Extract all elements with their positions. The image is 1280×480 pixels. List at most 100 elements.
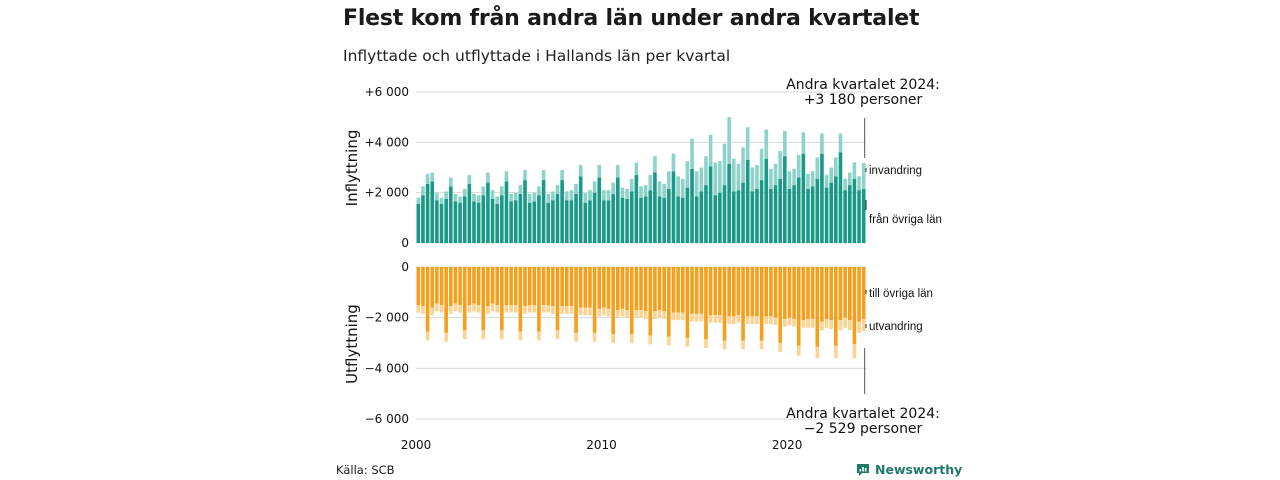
bar-outflow-domestic: [481, 267, 486, 331]
bar-outflow-domestic: [755, 267, 759, 317]
bar-inflow-immigration: [829, 167, 834, 183]
bar-inflow-immigration: [527, 193, 532, 203]
bar-outflow-domestic: [583, 267, 588, 308]
bar-inflow-domestic: [694, 196, 699, 243]
bar-outflow-domestic: [685, 267, 690, 338]
bar-inflow-immigration: [810, 171, 815, 187]
bar-outflow-domestic: [634, 267, 639, 311]
bar-inflow-domestic: [509, 201, 513, 243]
bar-outflow-domestic: [564, 267, 569, 307]
bar-inflow-immigration: [722, 143, 727, 186]
bar-outflow-emigration: [801, 320, 806, 328]
bar-outflow-domestic: [625, 267, 629, 311]
bar-inflow-immigration: [718, 161, 722, 193]
bar-outflow-domestic: [444, 267, 448, 333]
bar-inflow-immigration: [736, 163, 741, 191]
bar-outflow-domestic: [574, 267, 578, 333]
bar-inflow-immigration: [588, 190, 592, 201]
bar-outflow-emigration: [541, 305, 546, 313]
bar-outflow-domestic: [439, 267, 444, 305]
bar-inflow-immigration: [513, 192, 518, 201]
bar-outflow-emigration: [787, 317, 792, 326]
bar-outflow-domestic: [778, 267, 782, 343]
bar-inflow-domestic: [824, 187, 829, 243]
bar-outflow-emigration: [713, 315, 718, 323]
bar-inflow-domestic: [750, 191, 755, 243]
bar-outflow-emigration: [481, 330, 486, 340]
bar-inflow-immigration: [769, 168, 773, 189]
bar-inflow-domestic: [769, 188, 773, 243]
bar-outflow-domestic: [769, 267, 773, 317]
bar-inflow-immigration: [448, 177, 453, 187]
bar-inflow-domestic: [611, 193, 615, 243]
series-label-invandring: invandring: [869, 165, 922, 177]
bar-inflow-immigration: [834, 157, 838, 177]
bar-outflow-domestic: [796, 267, 801, 346]
bar-inflow-domestic: [639, 197, 643, 243]
bar-inflow-immigration: [430, 172, 435, 182]
bar-outflow-emigration: [699, 313, 704, 322]
y-tick-outflow: 0: [401, 260, 409, 274]
bar-outflow-emigration: [537, 331, 541, 341]
bar-inflow-domestic: [718, 192, 722, 243]
bar-inflow-domestic: [592, 192, 597, 243]
bar-outflow-domestic: [606, 267, 611, 309]
bar-inflow-domestic: [490, 198, 495, 243]
bar-outflow-emigration: [574, 332, 578, 342]
bar-outflow-emigration: [861, 318, 866, 332]
bar-inflow-domestic: [625, 198, 629, 243]
bar-inflow-immigration: [541, 170, 546, 181]
bar-inflow-immigration: [662, 183, 667, 198]
bar-outflow-emigration: [569, 306, 574, 314]
bar-outflow-emigration: [834, 345, 838, 359]
bar-inflow-domestic: [629, 191, 634, 243]
bar-outflow-domestic: [648, 267, 653, 336]
bar-outflow-domestic: [504, 267, 509, 305]
bar-inflow-domestic: [838, 152, 843, 243]
bar-inflow-immigration: [444, 191, 448, 199]
bar-inflow-immigration: [523, 170, 527, 181]
grid-layer: [416, 91, 866, 420]
y-axis-title-inflow: Inflyttning: [343, 130, 361, 207]
bar-outflow-domestic: [569, 267, 574, 307]
bar-outflow-emigration: [518, 331, 523, 341]
bar-outflow-emigration: [527, 305, 532, 313]
bar-outflow-domestic: [448, 267, 453, 307]
bar-outflow-emigration: [783, 318, 787, 327]
bar-outflow-domestic: [611, 267, 615, 335]
y-tick-inflow: +4 000: [365, 135, 409, 149]
bar-inflow-immigration: [592, 181, 597, 193]
bar-inflow-immigration: [643, 185, 648, 197]
bar-outflow-domestic: [694, 267, 699, 314]
bar-inflow-domestic: [843, 190, 847, 243]
bar-outflow-domestic: [718, 267, 722, 316]
bar-inflow-domestic: [671, 171, 676, 243]
bar-inflow-immigration: [783, 131, 787, 157]
bar-outflow-emigration: [421, 306, 425, 314]
bar-outflow-domestic: [787, 267, 792, 318]
bar-outflow-emigration: [722, 340, 727, 350]
bar-inflow-immigration: [504, 171, 509, 182]
bar-outflow-emigration: [731, 316, 736, 324]
bar-outflow-emigration: [602, 307, 606, 316]
bar-inflow-immigration: [713, 162, 718, 196]
bar-outflow-domestic: [597, 267, 602, 309]
bar-outflow-domestic: [527, 267, 532, 305]
bar-outflow-domestic: [602, 267, 606, 308]
y-tick-outflow: −6 000: [365, 412, 409, 426]
bar-outflow-emigration: [578, 307, 583, 316]
bar-outflow-emigration: [583, 307, 588, 316]
annotation-bottom-line2: −2 529 personer: [804, 421, 923, 437]
bar-outflow-emigration: [643, 311, 648, 319]
bar-inflow-immigration: [824, 175, 829, 188]
bar-outflow-emigration: [560, 306, 564, 314]
bar-inflow-domestic: [555, 193, 560, 243]
bar-outflow-domestic: [653, 267, 657, 312]
bar-inflow-domestic: [690, 168, 694, 243]
bar-outflow-domestic: [629, 267, 634, 335]
bar-outflow-domestic: [435, 267, 439, 304]
bar-inflow-immigration: [472, 193, 476, 202]
annotation-top-line1: Andra kvartalet 2024:: [786, 77, 940, 93]
bar-inflow-domestic: [643, 196, 648, 243]
bar-outflow-domestic: [810, 267, 815, 319]
